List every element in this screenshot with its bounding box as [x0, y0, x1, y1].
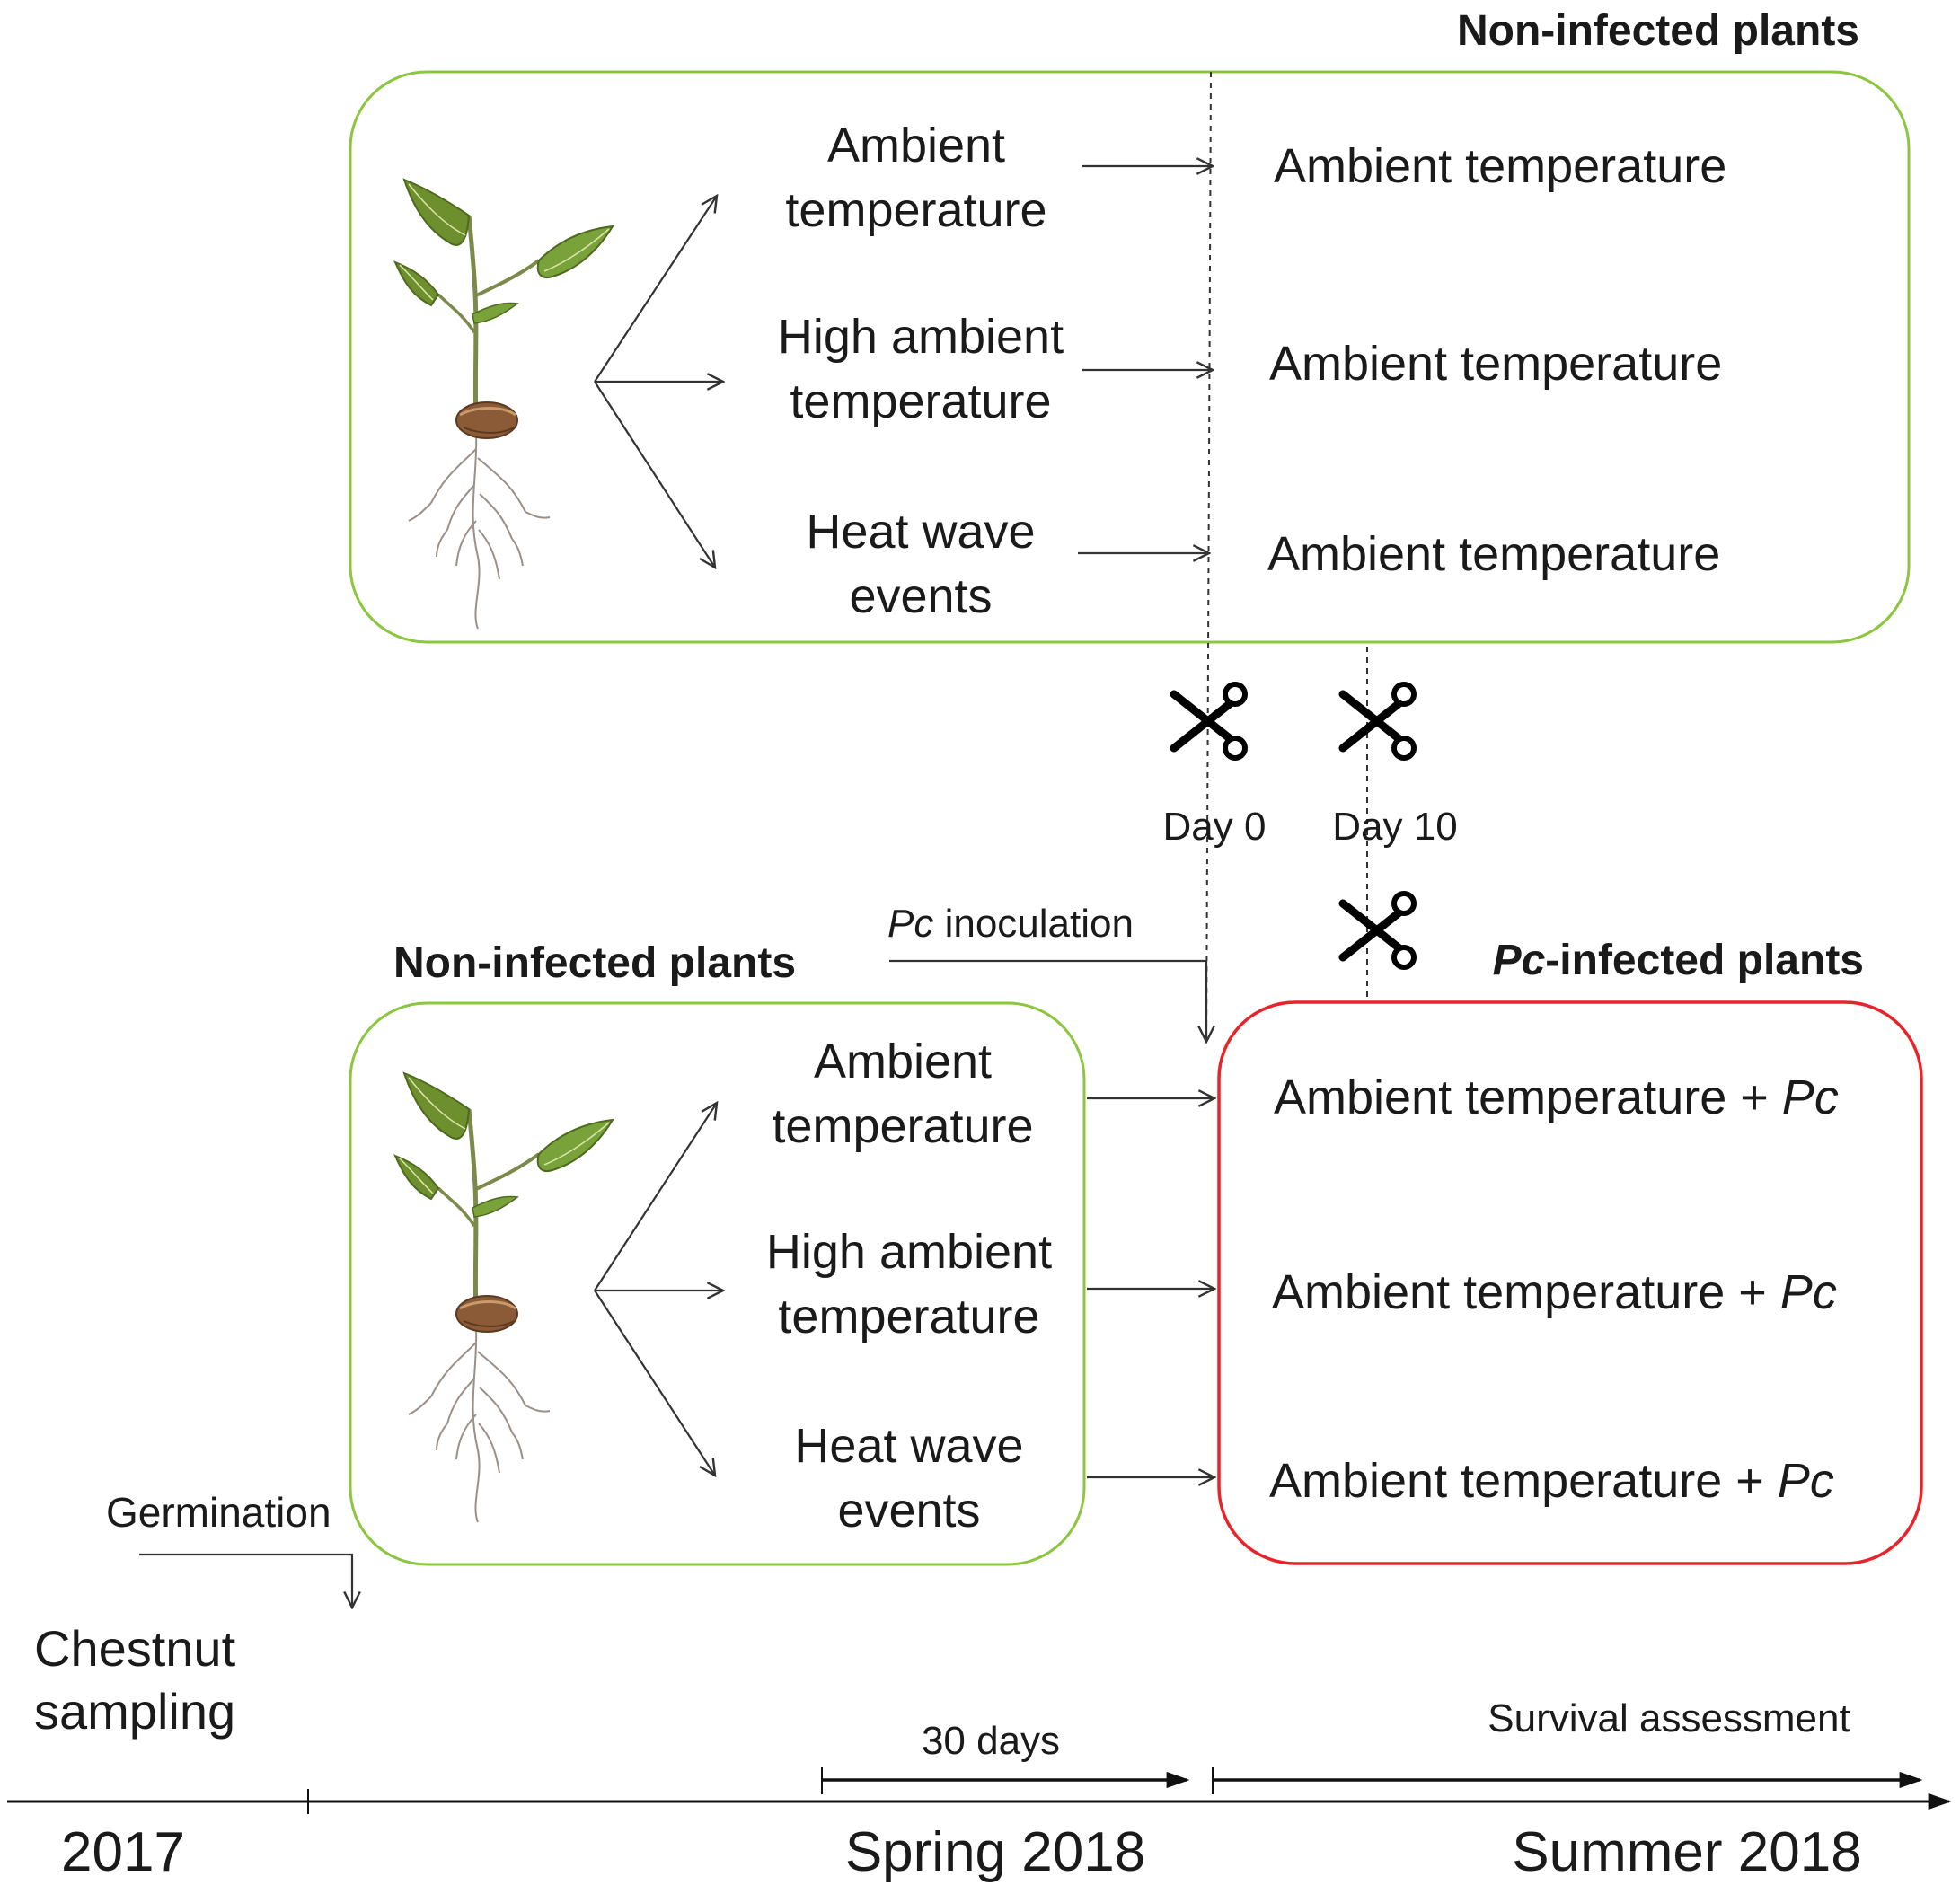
day10-label: Day 10 — [1332, 805, 1457, 849]
top-treatment-heat-wave: Heat wave events — [806, 505, 1035, 623]
treatment-line1: Ambient — [827, 119, 1005, 172]
outcome-text: Ambient temperature + — [1274, 1070, 1782, 1124]
treatment-line2: temperature — [778, 1290, 1039, 1343]
treatment-line2: events — [849, 569, 992, 623]
outcome-text: Ambient temperature + — [1269, 1454, 1778, 1508]
bottom-right-title-rest: -infected plants — [1545, 937, 1864, 984]
treatment-line2: temperature — [790, 374, 1051, 428]
inoculation-rest: inoculation — [933, 902, 1134, 946]
day0-dashed-line — [1205, 71, 1212, 1043]
top-seedling-illustration — [395, 180, 613, 629]
bottom-outcome-arrows — [1087, 1098, 1214, 1477]
timeline-label-spring-2018: Spring 2018 — [845, 1821, 1145, 1883]
scissors-icon — [1343, 684, 1414, 758]
bottom-right-title: Pc-infected plants — [1493, 937, 1864, 984]
inoculation-arrow — [889, 959, 1206, 1042]
bottom-left-title: Non-infected plants — [393, 939, 796, 987]
day0-label: Day 0 — [1163, 805, 1267, 849]
top-outcome-3: Ambient temperature — [1267, 527, 1720, 581]
germination-arrow — [139, 1553, 352, 1608]
outcome-pc: Pc — [1778, 1454, 1834, 1508]
top-panel-title: Non-infected plants — [1457, 7, 1859, 55]
top-treatment-ambient: Ambient temperature — [785, 119, 1046, 237]
top-outcome-2: Ambient temperature — [1269, 337, 1722, 391]
top-panel-box — [349, 70, 1911, 644]
treatment-line1: High ambient — [766, 1225, 1052, 1279]
treatment-line1: Heat wave — [806, 505, 1035, 559]
duration-label: 30 days — [922, 1719, 1060, 1763]
treatment-line2: temperature — [785, 183, 1046, 237]
outcome-pc: Pc — [1780, 1265, 1837, 1319]
bottom-branch-arrows — [594, 1103, 723, 1476]
chestnut-sampling-line1: Chestnut — [34, 1620, 236, 1677]
treatment-line1: Ambient — [814, 1035, 992, 1088]
chestnut-sampling-line2: sampling — [34, 1683, 235, 1740]
germination-label: Germination — [106, 1489, 331, 1536]
treatment-line2: events — [837, 1484, 980, 1537]
outcome-text: Ambient temperature + — [1272, 1265, 1780, 1319]
treatment-line1: High ambient — [778, 310, 1064, 364]
bottom-infected-box — [1217, 1000, 1923, 1565]
bottom-outcome-1: Ambient temperature + Pc — [1274, 1070, 1839, 1124]
top-branch-arrows — [594, 196, 723, 568]
top-outcome-1: Ambient temperature — [1274, 139, 1726, 193]
treatment-line1: Heat wave — [794, 1419, 1023, 1473]
inoculation-label: Pc inoculation — [887, 902, 1134, 946]
bottom-outcome-2: Ambient temperature + Pc — [1272, 1265, 1837, 1319]
outcome-pc: Pc — [1782, 1070, 1839, 1124]
bottom-noninfected-box — [349, 1001, 1086, 1566]
bottom-outcome-3: Ambient temperature + Pc — [1269, 1454, 1834, 1508]
timeline-label-2017: 2017 — [61, 1821, 185, 1883]
scissors-icon — [1174, 684, 1245, 758]
top-treatment-high-ambient: High ambient temperature — [778, 310, 1064, 428]
timeline-label-summer-2018: Summer 2018 — [1512, 1821, 1861, 1883]
top-outcome-arrows — [1078, 166, 1213, 553]
bottom-treatment-high-ambient: High ambient temperature — [766, 1225, 1052, 1343]
scissors-icon — [1343, 894, 1414, 967]
bottom-right-title-italic: Pc — [1493, 937, 1546, 984]
bottom-seedling-illustration — [395, 1073, 613, 1522]
bottom-treatment-heat-wave: Heat wave events — [794, 1419, 1023, 1537]
inoculation-italic: Pc — [887, 902, 933, 946]
treatment-line2: temperature — [772, 1099, 1033, 1153]
survival-label: Survival assessment — [1488, 1696, 1850, 1740]
bottom-treatment-ambient: Ambient temperature — [772, 1035, 1033, 1153]
